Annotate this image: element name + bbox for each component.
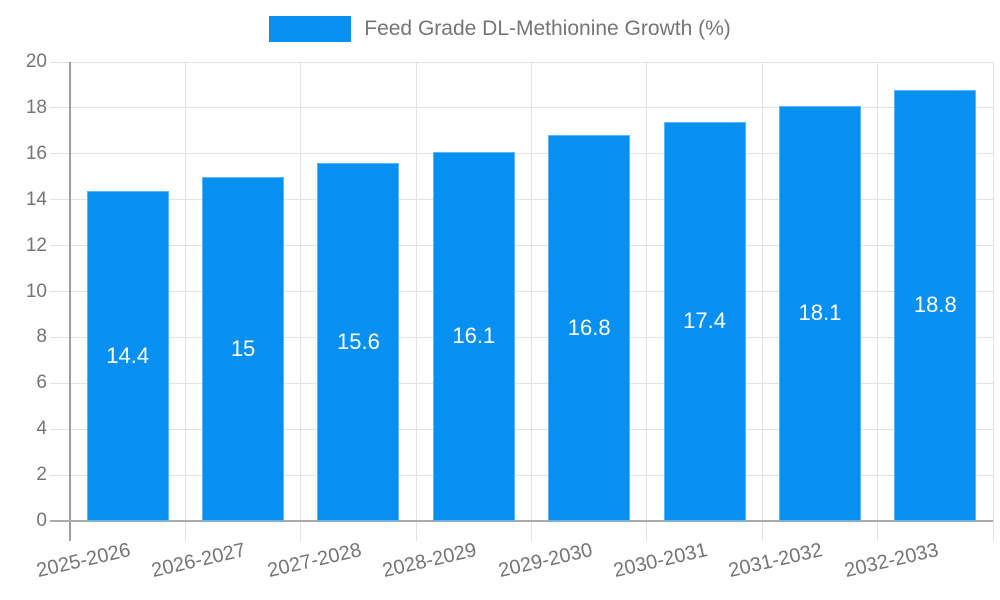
x-tick-label: 2028-2029: [380, 539, 479, 582]
gridline: [761, 62, 763, 541]
gridline: [646, 62, 648, 541]
bar-value-label: 18.1: [798, 300, 842, 326]
y-tick-label: 8: [36, 326, 47, 348]
gridline: [50, 153, 993, 155]
y-tick-label: 0: [36, 510, 47, 531]
gridline: [50, 107, 993, 109]
y-tick-label: 2: [36, 464, 47, 486]
bar-2031-2032[interactable]: [778, 105, 861, 521]
bar-2025-2026[interactable]: [86, 190, 169, 521]
gridline: [50, 61, 993, 63]
gridline: [50, 199, 993, 201]
bar-value-label: 16.1: [452, 323, 496, 349]
bar-2029-2030[interactable]: [548, 135, 631, 521]
y-tick-label: 6: [36, 372, 47, 394]
gridline: [50, 336, 993, 338]
bar-value-label: 18.8: [913, 292, 957, 318]
x-tick-label: 2029-2030: [495, 539, 595, 582]
y-axis-line: [69, 62, 71, 541]
gridline: [50, 382, 993, 384]
y-tick-label: 4: [36, 418, 47, 440]
y-tick-label: 16: [25, 142, 47, 164]
bar-value-label: 17.4: [683, 308, 726, 334]
x-tick-label: 2032-2033: [842, 539, 941, 582]
x-tick-label: 2026-2027: [149, 539, 249, 582]
x-tick-label: 2031-2032: [726, 539, 825, 582]
y-tick-label: 18: [25, 96, 47, 118]
gridline: [50, 291, 993, 292]
gridline: [50, 474, 993, 476]
bar-2026-2027[interactable]: [202, 176, 285, 521]
gridline: [992, 62, 994, 541]
legend-swatch: [269, 16, 352, 42]
gridline: [50, 245, 993, 247]
gridline: [877, 62, 879, 541]
x-tick-label: 2030-2031: [611, 539, 710, 582]
bar-value-label: 15.6: [337, 328, 380, 354]
bar-value-label: 14.4: [106, 342, 150, 368]
gridline: [300, 62, 302, 541]
bar-2032-2033[interactable]: [894, 89, 977, 521]
bar-2027-2028[interactable]: [317, 162, 400, 521]
gridline: [50, 428, 993, 430]
bar-2028-2029[interactable]: [432, 151, 515, 521]
legend-label: Feed Grade DL-Methionine Growth (%): [364, 17, 731, 40]
y-tick-label: 20: [25, 51, 47, 72]
x-tick-label: 2025-2026: [34, 539, 133, 582]
gridline: [531, 62, 532, 541]
legend[interactable]: Feed Grade DL-Methionine Growth (%): [0, 16, 1000, 42]
plot-area: 0 2 4 6 8 10 12 14 16 18 20 14.4 2025-2026 15 2026-202…: [26, 51, 994, 582]
gridline: [184, 62, 186, 541]
gridline: [415, 62, 417, 541]
bar-2030-2031[interactable]: [663, 121, 746, 521]
y-tick-label: 10: [25, 280, 47, 302]
y-tick-label: 14: [25, 188, 47, 210]
bar-value-label: 15: [230, 335, 256, 361]
x-axis-line: [50, 520, 993, 522]
x-tick-label: 2027-2028: [265, 539, 364, 582]
bar-value-label: 16.8: [567, 315, 611, 341]
y-tick-label: 12: [25, 234, 47, 256]
